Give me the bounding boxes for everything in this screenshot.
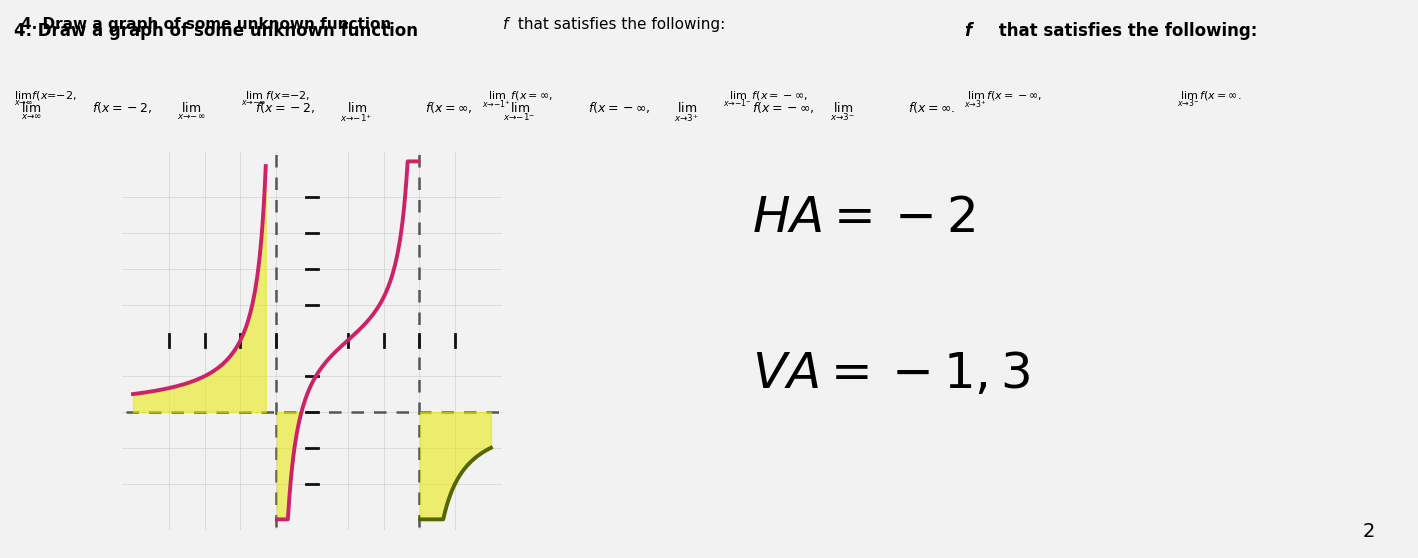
Text: $\lim_{x\to 3^-}$: $\lim_{x\to 3^-}$: [830, 100, 855, 123]
Text: $\lim_{x\to-\infty}$: $\lim_{x\to-\infty}$: [177, 100, 206, 122]
Text: $\lim_{x\to -1^-}$: $\lim_{x\to -1^-}$: [503, 100, 536, 123]
Text: $\lim_{x\to 3^+} f(x = -\infty$,: $\lim_{x\to 3^+} f(x = -\infty$,: [964, 89, 1042, 110]
Text: $VA = -1, 3$: $VA = -1, 3$: [752, 350, 1029, 398]
Text: $f(x = -2$,: $f(x = -2$,: [92, 100, 152, 116]
Text: that satisfies the following:: that satisfies the following:: [993, 22, 1256, 40]
Text: $\lim_{x\to -1^-} f(x = -\infty$,: $\lim_{x\to -1^-} f(x = -\infty$,: [723, 89, 808, 109]
Text: $f(x = \infty.$: $f(x = \infty.$: [908, 100, 954, 116]
Text: $f(x = -\infty$,: $f(x = -\infty$,: [588, 100, 651, 116]
Text: $\lim_{x\to 3^-} f(x = \infty.$: $\lim_{x\to 3^-} f(x = \infty.$: [1177, 89, 1242, 109]
Text: $\lim_{x\to-\infty} f(x = -2$,: $\lim_{x\to-\infty} f(x = -2$,: [241, 89, 311, 108]
Text: f: f: [964, 22, 971, 40]
Text: $f(x = -2$,: $f(x = -2$,: [255, 100, 315, 116]
Text: f: f: [503, 17, 509, 32]
Text: 4. Draw a graph of some unknown function: 4. Draw a graph of some unknown function: [21, 17, 397, 32]
Text: $f(x = -\infty$,: $f(x = -\infty$,: [752, 100, 814, 116]
Text: $\lim_{x\to -1^+}$: $\lim_{x\to -1^+}$: [340, 100, 373, 124]
Text: that satisfies the following:: that satisfies the following:: [513, 17, 726, 32]
Text: $\lim_{x\to 3^+}$: $\lim_{x\to 3^+}$: [674, 100, 699, 124]
Text: $f(x = \infty$,: $f(x = \infty$,: [425, 100, 472, 116]
Text: $\lim_{x\to\infty} f(x = -2$,: $\lim_{x\to\infty} f(x = -2$,: [14, 89, 77, 108]
Text: $HA = -2$: $HA = -2$: [752, 194, 974, 242]
Text: $\lim_{x\to\infty}$: $\lim_{x\to\infty}$: [21, 100, 43, 122]
Text: 2: 2: [1363, 522, 1375, 541]
Text: $\lim_{x\to -1^+} f(x = \infty$,: $\lim_{x\to -1^+} f(x = \infty$,: [482, 89, 553, 110]
Text: 4. Draw a graph of some unknown function: 4. Draw a graph of some unknown function: [14, 22, 424, 40]
